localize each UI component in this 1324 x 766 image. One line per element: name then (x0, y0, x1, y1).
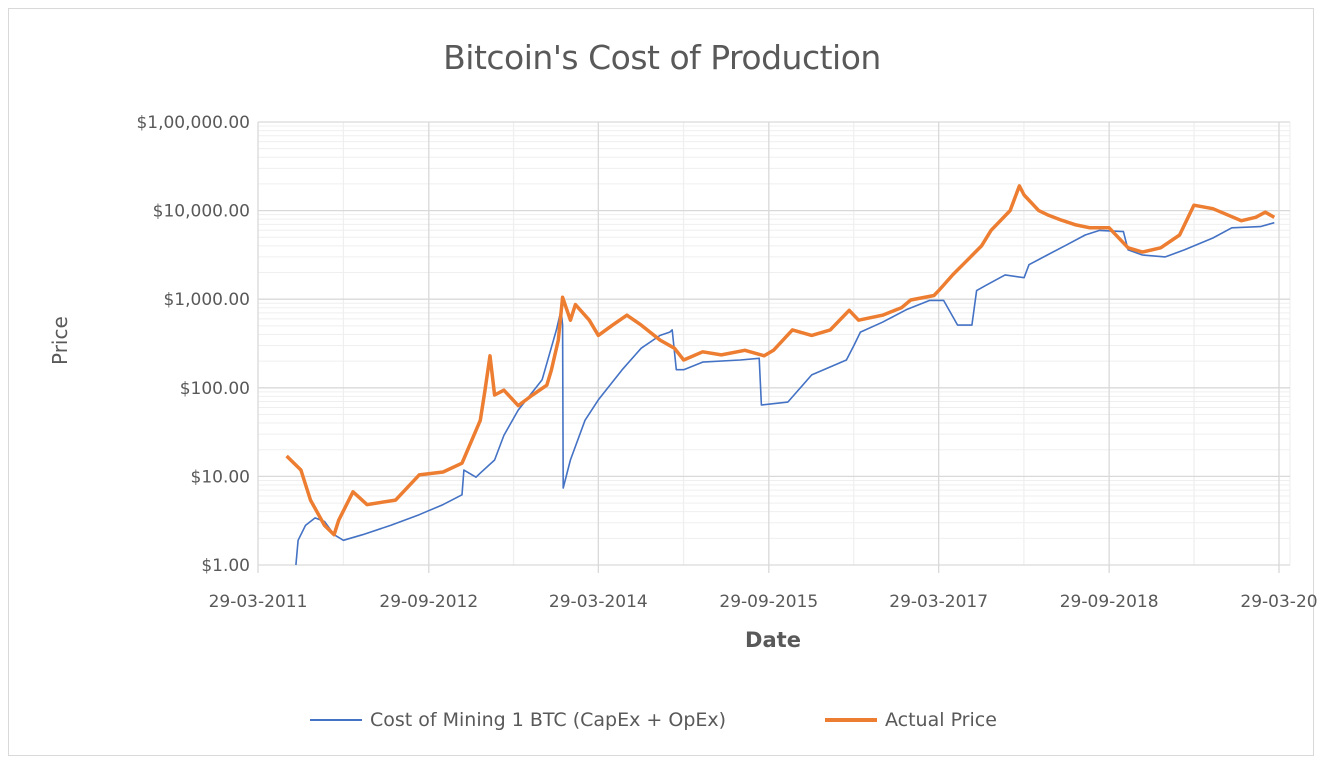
series-line-actual-price (285, 184, 1276, 537)
series-line-cost-of-mining (295, 221, 1275, 566)
chart-frame (8, 8, 1314, 756)
y-tick-label: $10,000.00 (153, 202, 250, 222)
x-tick-label: 29-03-2011 (209, 592, 308, 612)
x-tick-label: 29-09-2015 (719, 592, 818, 612)
legend-item-price: Actual Price (825, 705, 997, 735)
y-tick-label: $1,00,000.00 (136, 113, 250, 133)
legend-item-cost: Cost of Mining 1 BTC (CapEx + OpEx) (310, 705, 726, 735)
chart-title: Bitcoin's Cost of Production (443, 38, 881, 77)
x-tick-label: 29-03-20 (1240, 592, 1317, 612)
legend-label-price: Actual Price (885, 709, 997, 731)
legend-swatch-price (825, 718, 877, 722)
legend-swatch-cost (310, 719, 362, 721)
legend-label-cost: Cost of Mining 1 BTC (CapEx + OpEx) (370, 709, 727, 731)
x-tick-label: 29-03-2017 (889, 592, 988, 612)
y-tick-label: $1,000.00 (163, 290, 250, 310)
y-tick-label: $100.00 (180, 379, 250, 399)
x-tick-label: 29-03-2014 (549, 592, 648, 612)
y-tick-label: $10.00 (191, 467, 250, 487)
x-axis-title: Date (745, 628, 801, 652)
x-tick-label: 29-09-2018 (1060, 592, 1159, 612)
legend: Cost of Mining 1 BTC (CapEx + OpEx) Actu… (0, 705, 1324, 735)
x-tick-label: 29-09-2012 (379, 592, 478, 612)
y-tick-label: $1.00 (201, 556, 250, 576)
